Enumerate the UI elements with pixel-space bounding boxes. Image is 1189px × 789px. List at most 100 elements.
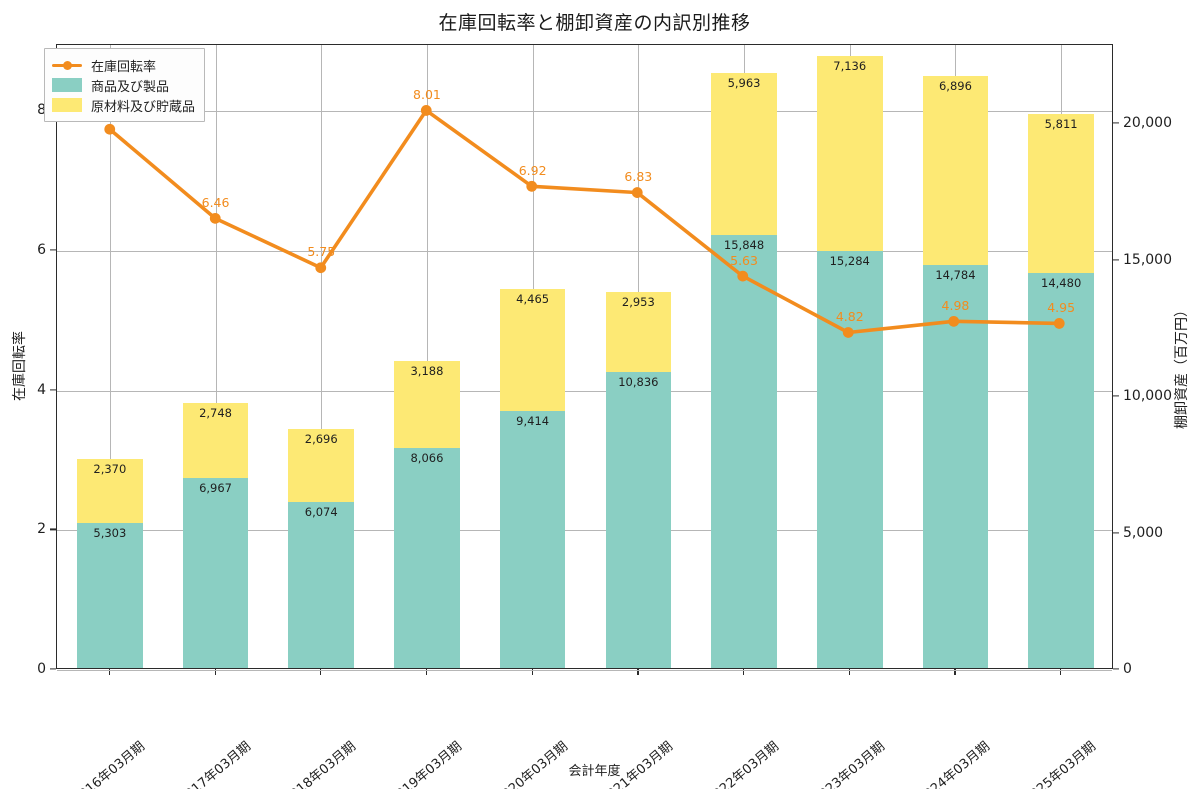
line-marker[interactable] (104, 123, 116, 135)
bar-stack[interactable]: 9,414 4,465 (499, 289, 566, 668)
y-axis-right-tick-mark (1113, 668, 1119, 670)
bar-segment-label: 3,188 (410, 363, 444, 378)
line-marker[interactable] (631, 187, 643, 198)
y-axis-right-tick-label: 0 (1123, 661, 1132, 677)
gridline-horizontal (57, 530, 1112, 532)
line-marker[interactable] (737, 270, 749, 282)
line-marker[interactable] (948, 315, 960, 327)
bar-segment-label: 9,414 (516, 414, 550, 429)
line-marker[interactable] (526, 180, 538, 192)
bar-stack[interactable]: 15,284 7,136 (816, 56, 883, 668)
legend-item[interactable]: 原材料及び貯蔵品 (52, 95, 195, 115)
bar-segment-raw-materials[interactable]: 2,953 (605, 291, 672, 373)
y-axis-left-tick-label: 2 (37, 521, 46, 538)
bar-stack[interactable]: 10,836 2,953 (605, 291, 672, 668)
legend-item[interactable]: 在庫回転率 (52, 55, 195, 75)
bar-segment-label: 8,066 (410, 450, 444, 465)
bar-segment-label: 15,284 (829, 253, 870, 268)
bar-segment-merchandise[interactable]: 5,303 (77, 523, 143, 668)
bar-segment-raw-materials[interactable]: 7,136 (816, 56, 883, 251)
y-axis-right-tick-mark (1113, 259, 1119, 261)
y-axis-left-tick-mark (50, 249, 56, 251)
bar-segment-label: 4,465 (516, 292, 550, 307)
bar-segment-label: 6,896 (938, 79, 972, 94)
bar-segment-raw-materials[interactable]: 5,963 (711, 72, 777, 236)
y-axis-right-tick-label: 5,000 (1123, 524, 1164, 541)
y-axis-right-tick-mark (1113, 531, 1119, 534)
chart-legend: 在庫回転率 商品及び製品原材料及び貯蔵品 (44, 48, 206, 122)
plot-area: 5,303 2,370 6,967 2,748 6,074 2,696 8,066 3,188… (56, 44, 1113, 671)
bar-segment-raw-materials[interactable]: 6,896 (922, 76, 989, 265)
bar-segment-label: 7,136 (833, 59, 867, 74)
legend-swatch-icon (52, 78, 82, 92)
gridline-horizontal (57, 251, 1112, 252)
bar-segment-merchandise[interactable]: 8,066 (394, 447, 460, 668)
line-marker[interactable] (315, 262, 327, 274)
y-axis-left-tick-mark (50, 668, 56, 670)
bar-stack[interactable]: 14,480 5,811 (1028, 114, 1094, 668)
line-value-label: 4.82 (835, 309, 864, 325)
bar-segment-merchandise[interactable]: 14,480 (1028, 272, 1094, 668)
y-axis-right-tick-label: 10,000 (1123, 388, 1172, 405)
x-axis-tick-mark (848, 669, 850, 675)
bar-segment-merchandise[interactable]: 10,836 (605, 372, 672, 668)
bar-segment-label: 14,784 (935, 267, 976, 282)
bar-segment-merchandise[interactable]: 6,967 (182, 477, 249, 668)
bar-segment-label: 14,480 (1041, 275, 1082, 290)
line-series-svg (104, 105, 1065, 338)
x-axis-tick-mark (637, 669, 639, 675)
line-value-label: 6.83 (624, 169, 653, 185)
line-value-label: 8.01 (413, 86, 441, 102)
bar-segment-raw-materials[interactable]: 2,748 (182, 402, 249, 478)
line-value-label: 6.46 (201, 194, 230, 210)
line-path-inventory-turnover (107, 108, 1062, 335)
bar-segment-label: 5,963 (727, 75, 761, 90)
bar-segment-raw-materials[interactable]: 5,811 (1028, 114, 1094, 273)
bar-segment-label: 2,953 (621, 294, 655, 309)
bar-segment-raw-materials[interactable]: 3,188 (394, 360, 460, 448)
bar-segment-label: 5,811 (1044, 117, 1078, 132)
line-marker[interactable] (1053, 318, 1065, 329)
y-axis-left-tick-label: 8 (37, 102, 46, 119)
bar-segment-merchandise[interactable]: 9,414 (499, 411, 566, 668)
gridline-vertical (215, 45, 217, 668)
bar-stack[interactable]: 6,967 2,748 (182, 402, 249, 668)
bar-segment-merchandise[interactable]: 15,848 (711, 235, 777, 668)
y-axis-left-tick-label: 0 (37, 661, 46, 677)
legend-swatch-icon (52, 98, 82, 112)
line-marker[interactable] (420, 105, 432, 116)
legend-item[interactable]: 商品及び製品 (52, 75, 195, 95)
legend-item-label: 原材料及び貯蔵品 (91, 99, 196, 115)
line-value-label: 4.95 (1047, 300, 1076, 316)
line-marker[interactable] (842, 327, 854, 338)
x-axis-tick-mark (1060, 669, 1062, 675)
y-axis-right-tick-label: 20,000 (1123, 115, 1172, 132)
bar-segment-merchandise[interactable]: 6,074 (288, 502, 354, 668)
y-axis-right-label: 棚卸資産（百万円） (1174, 303, 1189, 429)
gridline-vertical (321, 45, 323, 668)
bar-segment-label: 6,074 (304, 505, 338, 520)
bar-stack[interactable]: 15,848 5,963 (711, 72, 777, 668)
bar-segment-raw-materials[interactable]: 2,370 (77, 458, 143, 524)
bar-stack[interactable]: 5,303 2,370 (77, 458, 143, 668)
y-axis-right-tick-mark (1113, 122, 1119, 124)
y-axis-right-tick-mark (1113, 395, 1119, 397)
bar-segment-label: 10,836 (618, 375, 659, 390)
y-axis-left-tick-label: 6 (37, 242, 46, 258)
bar-segment-merchandise[interactable]: 14,784 (922, 264, 989, 668)
y-axis-left-tick-label: 4 (37, 381, 46, 398)
y-axis-left-tick-mark (50, 389, 56, 391)
bar-segment-raw-materials[interactable]: 2,696 (288, 428, 354, 503)
legend-item-label: 在庫回転率 (91, 59, 157, 75)
bar-segment-label: 6,967 (199, 480, 233, 495)
x-axis-tick-mark (954, 669, 956, 675)
bar-stack[interactable]: 8,066 3,188 (394, 360, 460, 668)
line-marker[interactable] (209, 212, 221, 224)
line-value-label: 6.92 (518, 162, 547, 178)
chart-title: 在庫回転率と棚卸資産の内訳別推移 (438, 12, 751, 34)
bar-segment-raw-materials[interactable]: 4,465 (499, 289, 566, 412)
x-axis-tick-mark (531, 669, 533, 675)
bar-stack[interactable]: 6,074 2,696 (288, 428, 354, 668)
bar-stack[interactable]: 14,784 6,896 (922, 76, 989, 668)
